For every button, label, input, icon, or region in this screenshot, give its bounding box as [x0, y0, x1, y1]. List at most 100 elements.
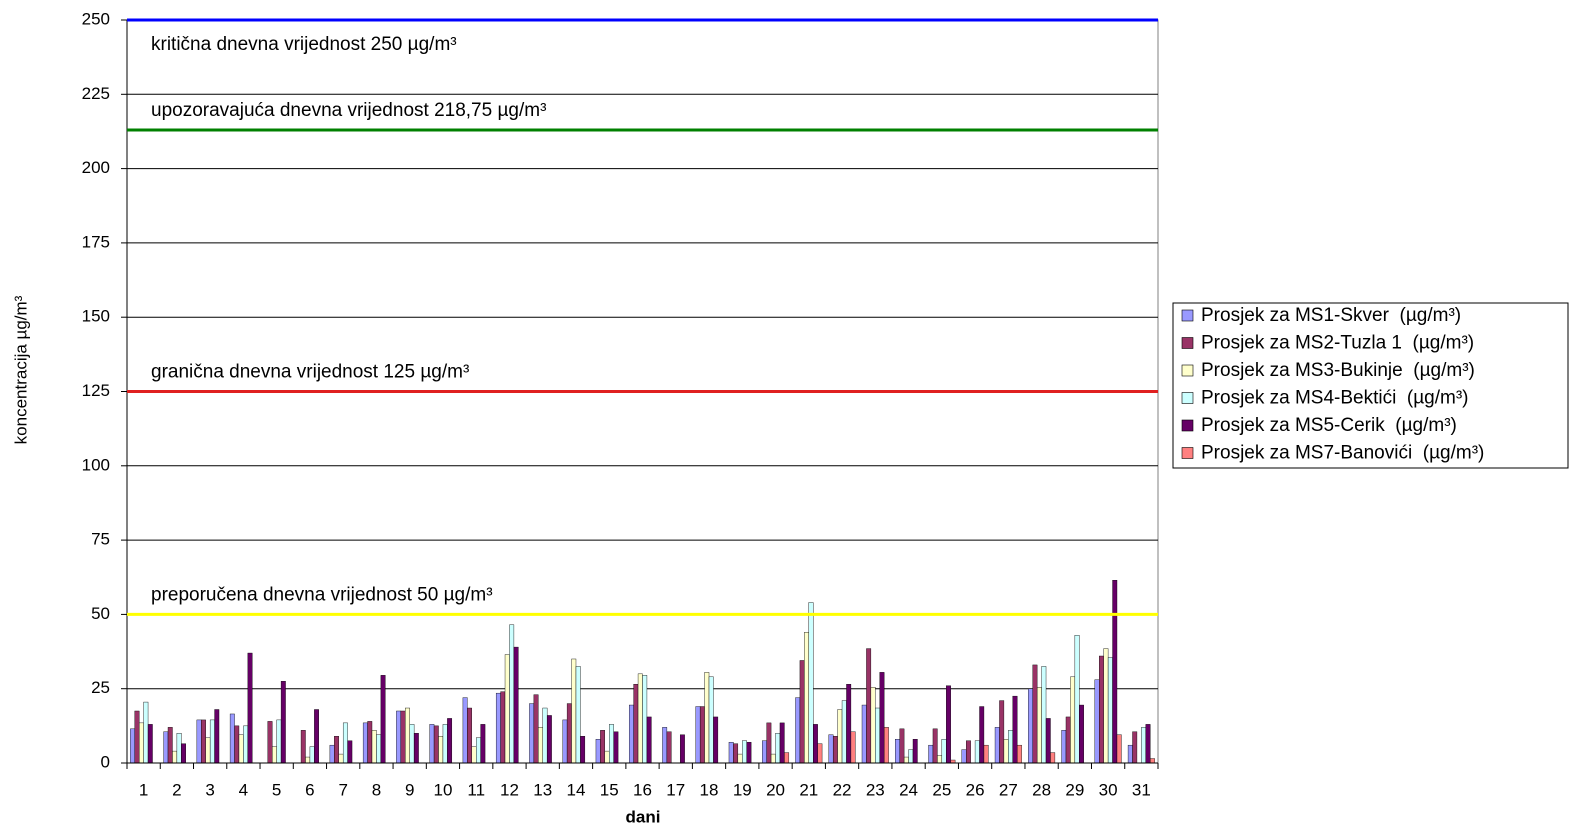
bar	[196, 719, 202, 764]
bar	[937, 755, 943, 764]
bar	[841, 700, 847, 764]
bar	[500, 691, 506, 764]
x-tick-label: 7	[338, 780, 347, 799]
x-tick-label: 27	[999, 780, 1018, 799]
bar	[243, 725, 249, 764]
bar	[600, 730, 606, 764]
bar	[272, 746, 277, 764]
bar	[604, 750, 610, 764]
bar	[130, 728, 135, 764]
bar	[205, 737, 211, 764]
bar	[396, 710, 402, 764]
bar	[1141, 727, 1147, 764]
bar	[999, 700, 1005, 764]
bar	[1112, 580, 1118, 764]
x-tick-label: 20	[766, 780, 785, 799]
x-tick-label: 19	[733, 780, 752, 799]
bar	[1099, 655, 1104, 764]
bar	[613, 731, 619, 764]
bar	[571, 658, 577, 764]
bar	[704, 672, 710, 764]
bar	[167, 727, 173, 764]
bar	[733, 743, 739, 764]
bar	[143, 701, 149, 764]
bar	[695, 706, 701, 764]
bar	[234, 725, 240, 764]
bar	[546, 715, 552, 764]
reference-label: granična dnevna vrijednost 125 µg/m³	[151, 362, 469, 383]
bar	[804, 632, 809, 764]
legend-swatch	[1181, 447, 1194, 459]
bar	[533, 694, 539, 764]
bar	[932, 728, 938, 764]
bar	[138, 722, 144, 764]
bar	[380, 675, 386, 764]
bar	[875, 707, 880, 764]
y-tick-label: 100	[82, 455, 110, 474]
bar	[276, 719, 282, 764]
bar	[362, 722, 368, 764]
bar	[779, 722, 785, 764]
x-tick-label: 6	[305, 780, 314, 799]
bar	[334, 736, 339, 764]
legend-swatch	[1181, 392, 1194, 404]
bar	[746, 741, 752, 764]
bar	[850, 731, 856, 764]
bar	[861, 704, 867, 764]
bar	[1061, 730, 1067, 764]
bar	[342, 722, 348, 764]
x-tick-label: 9	[405, 780, 414, 799]
bar	[429, 724, 435, 764]
bar	[309, 746, 315, 764]
bar	[646, 716, 652, 764]
bar	[201, 719, 206, 764]
bar	[979, 706, 985, 764]
bar	[866, 648, 872, 764]
x-tick-label: 17	[666, 780, 685, 799]
bar	[229, 713, 235, 764]
bar	[280, 681, 286, 764]
legend-label: Prosjek za MS5-Cerik (µg/m³)	[1201, 415, 1457, 436]
x-tick-label: 11	[467, 780, 485, 799]
bar	[795, 697, 801, 764]
bar	[476, 737, 481, 764]
bar	[467, 707, 472, 764]
bar	[209, 719, 215, 764]
bar	[1074, 635, 1080, 764]
bar	[903, 756, 909, 764]
x-tick-label: 29	[1065, 780, 1084, 799]
reference-label: preporučena dnevna vrijednost 50 µg/m³	[151, 584, 493, 605]
bar	[870, 687, 876, 764]
bar	[742, 740, 747, 764]
bar	[799, 660, 805, 764]
x-tick-label: 14	[567, 780, 586, 799]
bar	[163, 731, 169, 764]
bar	[766, 722, 772, 764]
bar	[329, 744, 335, 764]
bar	[1041, 666, 1047, 764]
y-tick-label: 200	[82, 158, 110, 177]
x-tick-label: 18	[700, 780, 719, 799]
bar	[405, 707, 410, 764]
bar	[941, 739, 947, 764]
legend-box	[1172, 302, 1569, 469]
bar	[495, 692, 501, 764]
bar	[433, 725, 439, 764]
bar	[595, 739, 601, 764]
bar	[214, 709, 220, 764]
bar	[1012, 695, 1018, 764]
reference-label: upozoravajuća dnevna vrijednost 218,75 µ…	[151, 100, 546, 121]
bar	[895, 739, 900, 764]
bar	[609, 724, 614, 764]
reference-label: kritična dnevna vrijednost 250 µg/m³	[151, 34, 457, 55]
y-tick-label: 150	[82, 307, 110, 326]
bar	[447, 718, 453, 764]
bar	[713, 716, 719, 764]
bar	[529, 703, 535, 764]
bar	[1045, 718, 1051, 764]
bar	[994, 727, 1000, 764]
bar	[371, 730, 377, 764]
bar	[314, 709, 319, 764]
bar	[899, 728, 905, 764]
bar	[1132, 731, 1138, 764]
